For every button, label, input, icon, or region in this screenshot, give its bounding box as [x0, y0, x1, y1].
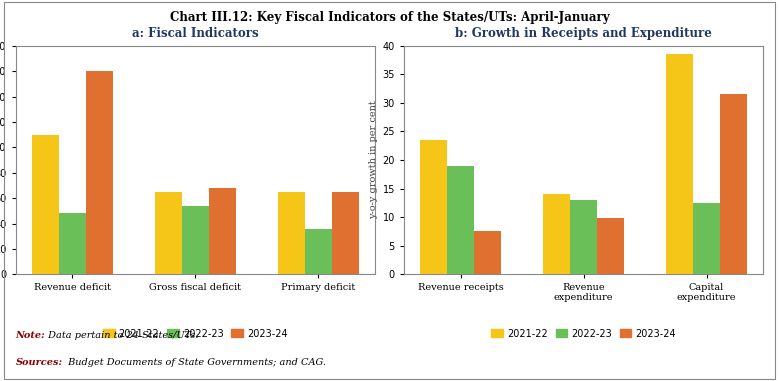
- Bar: [543, 194, 570, 274]
- Bar: [332, 192, 359, 274]
- Bar: [182, 206, 209, 274]
- Bar: [209, 188, 236, 274]
- Bar: [86, 71, 113, 274]
- Bar: [32, 134, 59, 274]
- Bar: [570, 200, 597, 274]
- Y-axis label: y-o-y growth in per cent: y-o-y growth in per cent: [369, 101, 378, 219]
- Bar: [720, 94, 747, 274]
- Bar: [277, 192, 305, 274]
- Text: Sources:: Sources:: [16, 358, 62, 367]
- Text: Data pertain to 24 States/UTs.: Data pertain to 24 States/UTs.: [45, 331, 199, 341]
- Text: Budget Documents of State Governments; and CAG.: Budget Documents of State Governments; a…: [65, 358, 326, 367]
- Title: b: Growth in Receipts and Expenditure: b: Growth in Receipts and Expenditure: [455, 27, 712, 40]
- Bar: [693, 203, 720, 274]
- Bar: [59, 213, 86, 274]
- Bar: [305, 229, 332, 274]
- Title: a: Fiscal Indicators: a: Fiscal Indicators: [132, 27, 259, 40]
- Text: Chart III.12: Key Fiscal Indicators of the States/UTs: April-January: Chart III.12: Key Fiscal Indicators of t…: [170, 11, 609, 24]
- Bar: [666, 54, 693, 274]
- Text: Note:: Note:: [16, 331, 45, 341]
- Bar: [155, 192, 182, 274]
- Bar: [420, 140, 447, 274]
- Legend: 2021-22, 2022-23, 2023-24: 2021-22, 2022-23, 2023-24: [488, 325, 680, 343]
- Bar: [474, 231, 502, 274]
- Bar: [447, 166, 474, 274]
- Legend: 2021-22, 2022-23, 2023-24: 2021-22, 2022-23, 2023-24: [99, 325, 291, 343]
- Bar: [597, 218, 624, 274]
